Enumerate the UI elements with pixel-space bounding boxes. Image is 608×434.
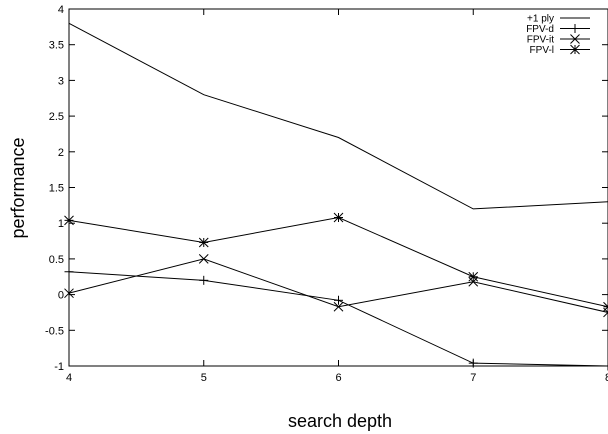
y-tick-label: 2.5 <box>49 111 64 123</box>
y-axis-title: performance <box>8 137 28 238</box>
legend-marker-fpv-d <box>570 24 580 33</box>
legend-marker-fpv-l <box>570 44 580 55</box>
marker-stroke <box>64 215 74 226</box>
marker-stroke <box>603 301 608 308</box>
data-point-fpv-d <box>468 358 478 368</box>
series-line-fpv-d <box>68 271 608 367</box>
y-tick-label: 0.5 <box>49 254 64 266</box>
data-point-fpv-it <box>333 301 344 312</box>
legend-marker-fpv-it <box>570 34 580 44</box>
y-tick-label: 3.5 <box>49 40 64 52</box>
x-tick-label: 7 <box>470 372 476 384</box>
plot-frame <box>68 8 608 367</box>
series-lines <box>68 22 608 367</box>
marker-stroke <box>468 271 479 282</box>
marker-stroke <box>603 311 608 318</box>
data-point-fpv-l <box>333 212 344 223</box>
x-axis-title: search depth <box>288 411 392 431</box>
data-point-fpv-l <box>64 215 74 226</box>
y-tick-label: 1.5 <box>49 183 64 195</box>
y-tick-label: 2 <box>58 147 64 159</box>
series-markers <box>64 212 608 371</box>
y-tick-label: -0.5 <box>45 325 64 337</box>
y-tick-label: 4 <box>58 4 64 16</box>
data-point-fpv-it <box>468 276 479 287</box>
marker-stroke <box>603 306 608 312</box>
data-point-fpv-d <box>64 267 74 277</box>
marker-stroke <box>198 254 209 264</box>
marker-stroke <box>468 276 479 287</box>
marker-stroke <box>570 34 580 44</box>
data-point-fpv-d <box>334 295 343 305</box>
series-line-fpv-l <box>68 216 608 308</box>
data-point-fpv-l <box>603 301 608 312</box>
legend-label-1-ply: +1 ply <box>527 14 554 25</box>
data-point-fpv-l <box>198 237 209 248</box>
x-tick-label: 4 <box>66 372 72 384</box>
marker-stroke <box>333 212 344 223</box>
data-point-fpv-l <box>468 271 479 282</box>
data-point-fpv-d <box>603 361 608 371</box>
marker-stroke <box>64 288 74 299</box>
y-tick-label: 3 <box>58 75 64 87</box>
data-point-fpv-d <box>199 275 209 285</box>
y-tick-label: 0 <box>58 290 64 302</box>
y-tick-label: 1 <box>58 218 64 230</box>
marker-stroke <box>198 237 209 248</box>
marker-stroke <box>333 301 344 312</box>
series-line-1-ply <box>68 22 608 210</box>
data-point-fpv-it <box>198 254 209 264</box>
axis-ticks: -1 -0.5 0 0.5 1 1.5 2 2.5 3 3.5 4 4 5 6 7 8 <box>45 4 608 384</box>
data-point-fpv-it <box>64 288 74 299</box>
legend-label-fpv-l: FPV-l <box>530 45 554 56</box>
marker-stroke <box>570 44 580 55</box>
x-tick-label: 8 <box>605 372 608 384</box>
y-tick-label: -1 <box>54 361 64 373</box>
x-tick-label: 5 <box>201 372 207 384</box>
legend-label-fpv-it: FPV-it <box>527 35 554 46</box>
x-tick-label: 6 <box>335 372 341 384</box>
legend-label-fpv-d: FPV-d <box>526 24 554 35</box>
